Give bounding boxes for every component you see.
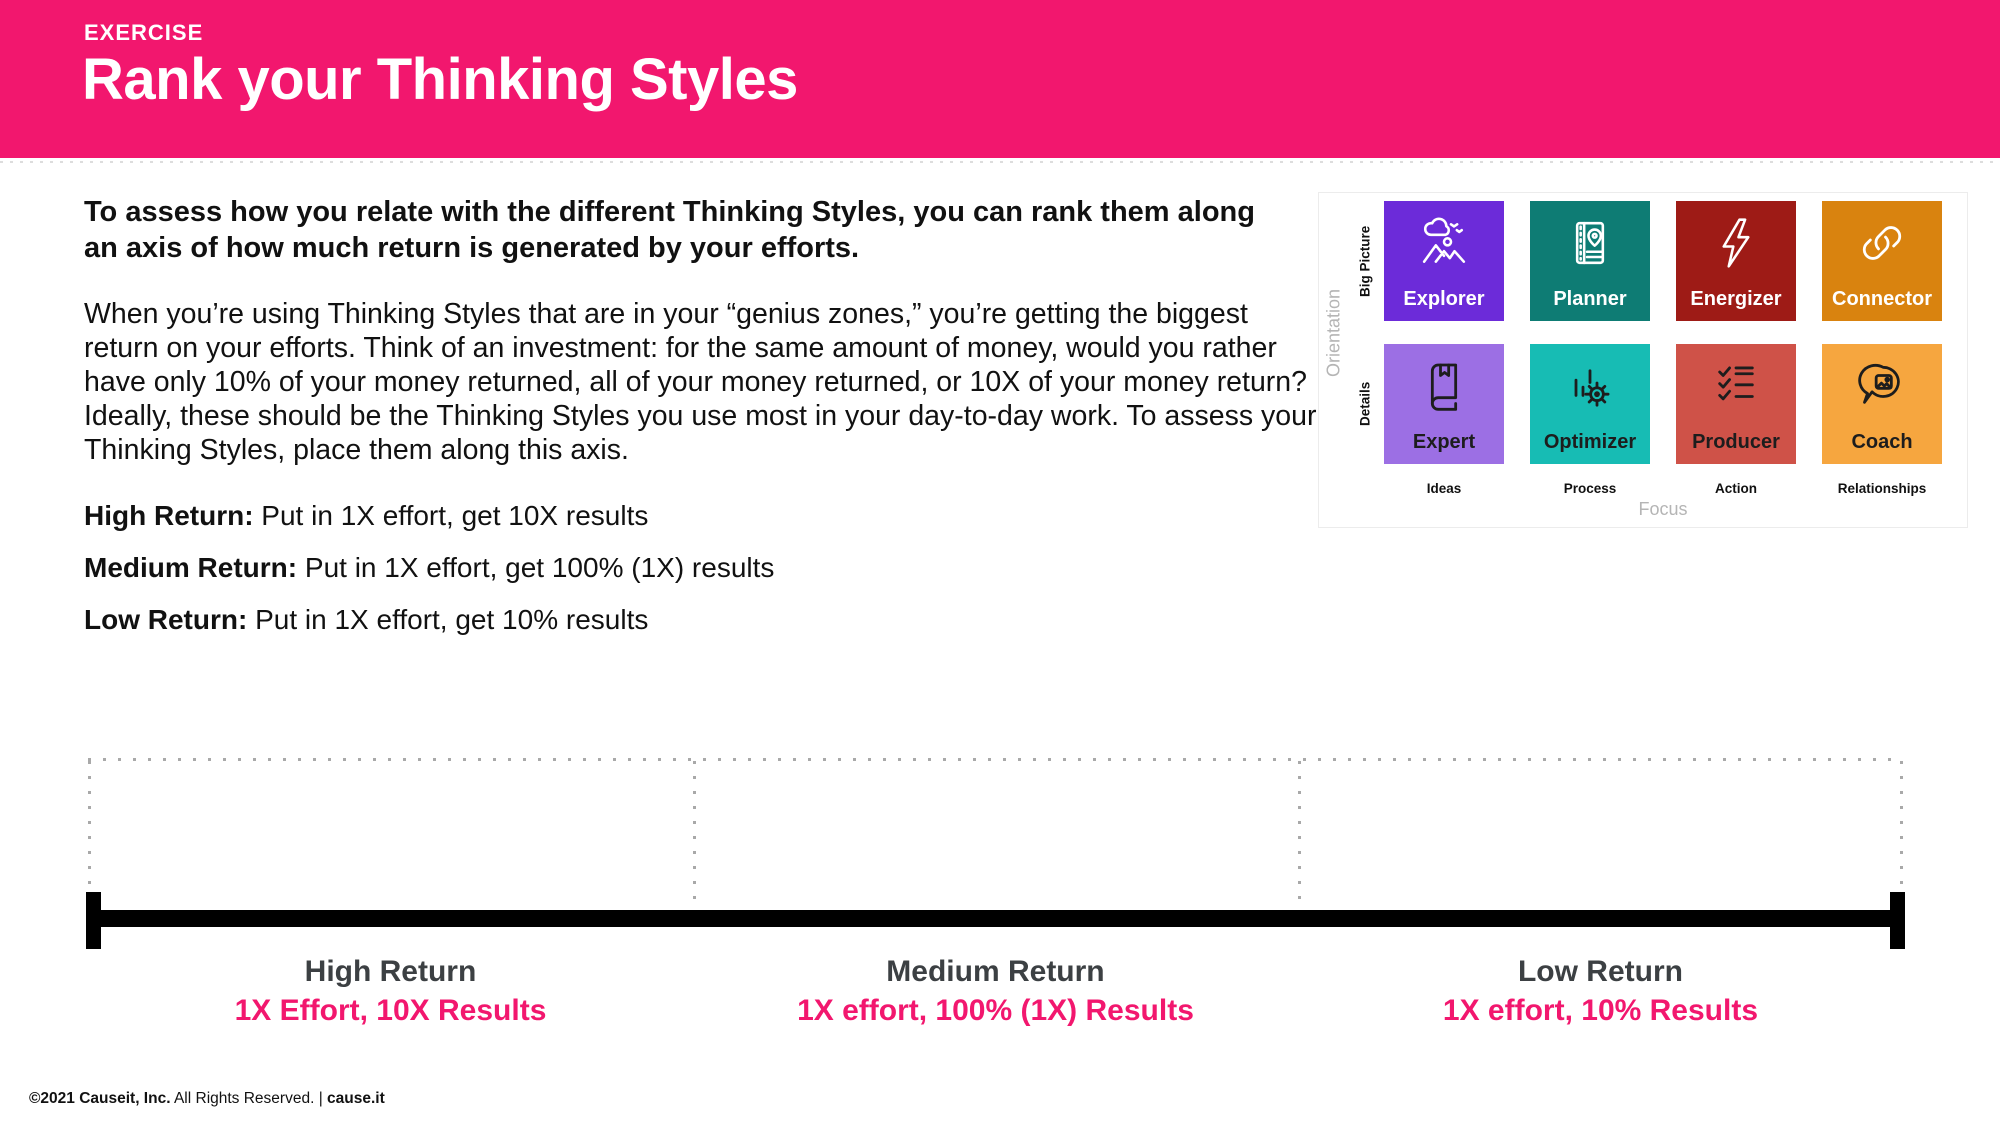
- eyebrow-label: EXERCISE: [84, 20, 204, 45]
- big-picture-row-label: Big Picture: [1357, 225, 1373, 297]
- focus-label-relationships: Relationships: [1837, 481, 1927, 496]
- tile-expert: Expert: [1384, 344, 1504, 464]
- axis-line: [88, 910, 1903, 927]
- segment-title: Low Return: [1517, 955, 1683, 988]
- segment-subtitle: 1X Effort, 10X Results: [234, 994, 547, 1027]
- tile-label-expert: Expert: [1412, 431, 1476, 453]
- tile-explorer: Explorer: [1384, 201, 1504, 321]
- segment-low-return: Low Return 1X effort, 10% Results: [1298, 955, 1903, 1028]
- focus-axis-label: Focus: [1638, 499, 1688, 519]
- low-return-label: Low Return:: [84, 604, 248, 635]
- tile-connector: Connector: [1822, 201, 1942, 321]
- footer-copyright: ©2021 Causeit, Inc. All Rights Reserved.…: [29, 1090, 385, 1108]
- bars-gear-icon: [1574, 369, 1610, 407]
- high-return-line: High Return: Put in 1X effort, get 10X r…: [84, 502, 1084, 530]
- tile-label-energizer: Energizer: [1690, 288, 1782, 310]
- segment-title: Medium Return: [886, 955, 1105, 988]
- book-icon: [1430, 363, 1458, 411]
- details-row-label: Details: [1357, 381, 1373, 427]
- high-return-text: Put in 1X effort, get 10X results: [253, 500, 649, 531]
- rights-text: All Rights Reserved.: [170, 1090, 319, 1107]
- checklist-icon: [1718, 366, 1754, 401]
- low-return-text: Put in 1X effort, get 10% results: [247, 604, 649, 635]
- dotted-divider-right: [1900, 761, 1903, 910]
- tile-label-producer: Producer: [1692, 431, 1780, 453]
- dotted-divider-third1: [693, 761, 696, 910]
- low-return-line: Low Return: Put in 1X effort, get 10% re…: [84, 606, 1084, 634]
- intro-body-text: When you’re using Thinking Styles that a…: [84, 298, 1317, 466]
- dotted-divider-third2: [1298, 761, 1301, 910]
- tile-label-planner: Planner: [1553, 288, 1627, 310]
- segment-subtitle: 1X effort, 100% (1X) Results: [797, 994, 1194, 1027]
- medium-return-label: Medium Return:: [84, 552, 298, 583]
- tile-coach: Coach: [1822, 344, 1942, 464]
- tile-producer: Producer: [1676, 344, 1796, 464]
- tile-planner: Planner: [1530, 201, 1650, 321]
- header-band: EXERCISE Rank your Thinking Styles: [0, 0, 2000, 158]
- chain-link-icon: [1862, 226, 1902, 260]
- tile-label-connector: Connector: [1832, 288, 1932, 310]
- segment-medium-return: Medium Return 1X effort, 100% (1X) Resul…: [693, 955, 1298, 1028]
- separator-text: |: [318, 1090, 328, 1107]
- page-title: Rank your Thinking Styles: [82, 47, 798, 112]
- copyright-text: ©2021 Causeit, Inc.: [29, 1090, 171, 1107]
- header-separator: [0, 161, 2000, 163]
- intro-lead-text: To assess how you relate with the differ…: [84, 196, 1255, 264]
- medium-return-line: Medium Return: Put in 1X effort, get 100…: [84, 554, 1084, 582]
- map-journal-pin-icon: [1575, 221, 1605, 265]
- dotted-divider-left: [88, 761, 91, 910]
- segment-subtitle: 1X effort, 10% Results: [1442, 994, 1759, 1027]
- site-link[interactable]: cause.it: [327, 1090, 385, 1107]
- tile-label-coach: Coach: [1851, 431, 1913, 453]
- focus-label-process: Process: [1563, 481, 1617, 496]
- tile-optimizer: Optimizer: [1530, 344, 1650, 464]
- axis-right-endcap: [1890, 892, 1905, 949]
- tile-label-optimizer: Optimizer: [1543, 431, 1637, 453]
- segment-title: High Return: [304, 955, 477, 988]
- segment-high-return: High Return 1X Effort, 10X Results: [88, 955, 693, 1028]
- speech-bubble-picture-icon: [1858, 364, 1900, 404]
- mountain-cloud-icon: [1422, 217, 1466, 263]
- thinking-styles-grid-panel: Orientation Big Picture Details Explorer: [1318, 192, 1968, 528]
- axis-segment-labels: High Return 1X Effort, 10X Results Mediu…: [88, 955, 1903, 1028]
- high-return-label: High Return:: [84, 500, 254, 531]
- axis-left-endcap: [86, 892, 101, 949]
- tile-energizer: Energizer: [1676, 201, 1796, 321]
- return-definitions: High Return: Put in 1X effort, get 10X r…: [84, 502, 1084, 658]
- lightning-bolt-icon: [1722, 218, 1750, 268]
- medium-return-text: Put in 1X effort, get 100% (1X) results: [297, 552, 775, 583]
- focus-label-ideas: Ideas: [1426, 481, 1462, 496]
- tile-label-explorer: Explorer: [1403, 288, 1485, 310]
- focus-label-action: Action: [1715, 481, 1757, 496]
- orientation-axis-label: Orientation: [1323, 288, 1344, 377]
- dotted-top-line: [88, 758, 1903, 761]
- return-axis-diagram: High Return 1X Effort, 10X Results Mediu…: [86, 758, 1905, 1068]
